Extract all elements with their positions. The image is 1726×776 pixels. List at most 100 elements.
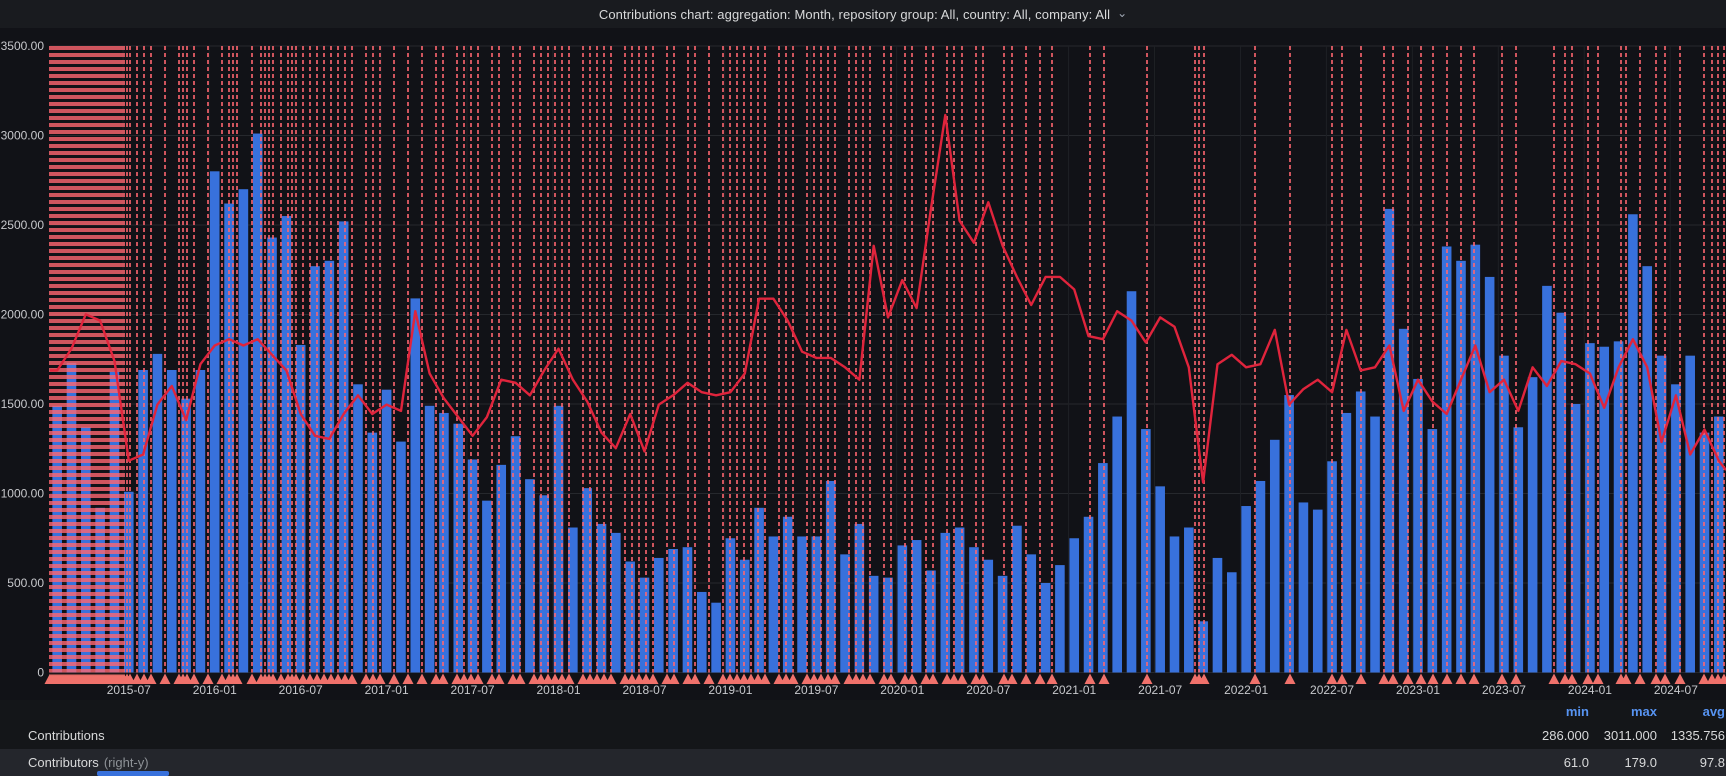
annotation-marker bbox=[689, 673, 701, 684]
bar-2024-02 bbox=[1599, 346, 1610, 673]
legend-col-min[interactable]: min bbox=[1565, 703, 1589, 719]
chart-plot-area[interactable]: 0 500.00 1000.00 1500.00 2000.00 2500.00 3000.… bbox=[0, 28, 1726, 700]
bar-2024-04 bbox=[1628, 214, 1638, 673]
svg-text:2500.00: 2500.00 bbox=[1, 218, 45, 232]
svg-text:2024-07: 2024-07 bbox=[1654, 683, 1698, 697]
annotation-marker bbox=[451, 673, 463, 684]
annotation-marker bbox=[626, 673, 638, 684]
annotation-marker bbox=[1402, 673, 1414, 684]
annotation-marker bbox=[703, 673, 715, 684]
bar-2019-05 bbox=[782, 516, 793, 673]
annotation-marker bbox=[1249, 673, 1261, 684]
contributions-avg: 1335.756 bbox=[1670, 728, 1725, 743]
annotation-marker bbox=[549, 673, 561, 684]
legend-col-max[interactable]: max bbox=[1630, 703, 1657, 719]
annotation-marker bbox=[759, 673, 771, 684]
bar-2016-10 bbox=[338, 221, 349, 673]
annotation-marker bbox=[486, 673, 498, 684]
annotation-marker bbox=[1284, 673, 1296, 684]
bar-2021-05 bbox=[1126, 291, 1137, 673]
svg-text:2019-07: 2019-07 bbox=[794, 683, 838, 697]
annotation-marker bbox=[633, 673, 645, 684]
bar-2019-06 bbox=[797, 536, 807, 673]
contributors-line[interactable] bbox=[50, 113, 1726, 484]
annotation-marker bbox=[927, 673, 939, 684]
legend-row-contributions[interactable]: Contributions 286.000 3011.000 1335.756 bbox=[0, 722, 1726, 749]
annotation-marker bbox=[528, 673, 540, 684]
bar-2020-06 bbox=[969, 547, 979, 673]
annotation-marker bbox=[437, 673, 449, 684]
bar-2021-08 bbox=[1169, 536, 1180, 673]
chart-svg[interactable]: 0 500.00 1000.00 1500.00 2000.00 2500.00 3000.… bbox=[0, 28, 1726, 700]
annotation-marker bbox=[1141, 673, 1153, 684]
annotation-marker bbox=[332, 673, 344, 684]
annotation-marker bbox=[619, 673, 631, 684]
series-label-contributions[interactable]: Contributions bbox=[28, 728, 105, 743]
svg-text:2023-01: 2023-01 bbox=[1396, 683, 1440, 697]
annotation-markers[interactable] bbox=[44, 673, 1726, 685]
bar-2017-10 bbox=[510, 436, 521, 673]
legend-col-avg[interactable]: avg bbox=[1702, 703, 1725, 719]
annotation-marker bbox=[367, 673, 379, 684]
annotation-marker bbox=[346, 673, 358, 684]
bar-2017-07 bbox=[467, 459, 478, 673]
bar-2020-03 bbox=[926, 570, 936, 673]
chevron-down-icon[interactable]: ⌄ bbox=[1117, 6, 1128, 20]
bar-2018-05 bbox=[611, 532, 621, 673]
panel-header[interactable]: Contributions chart: aggregation: Month,… bbox=[0, 0, 1726, 28]
annotation-marker bbox=[1336, 673, 1348, 684]
annotation-marker bbox=[1559, 673, 1571, 684]
bar-2024-01 bbox=[1585, 343, 1595, 673]
annotation-marker bbox=[577, 673, 589, 684]
bar-2015-07 bbox=[123, 491, 134, 673]
annotation-marker bbox=[1620, 673, 1632, 684]
bar-2020-02 bbox=[911, 540, 922, 673]
bar-2019-04 bbox=[768, 536, 779, 673]
bar-2018-09 bbox=[668, 548, 678, 673]
bar-2018-12 bbox=[711, 602, 721, 673]
annotation-marker bbox=[388, 673, 400, 684]
svg-text:2021-01: 2021-01 bbox=[1052, 683, 1096, 697]
bar-2021-06 bbox=[1141, 429, 1151, 673]
annotation-marker bbox=[297, 673, 309, 684]
series-label-contributors[interactable]: Contributors bbox=[28, 755, 99, 770]
annotation-marker bbox=[430, 673, 442, 684]
bar-2017-04 bbox=[424, 405, 435, 673]
annotation-marker bbox=[318, 673, 330, 684]
bar-2019-12 bbox=[883, 577, 893, 673]
annotation-marker bbox=[556, 673, 568, 684]
contributions-bars[interactable] bbox=[52, 133, 1724, 673]
bar-2019-11 bbox=[868, 575, 879, 673]
series-label-contributors-axis: (right-y) bbox=[103, 755, 149, 770]
bar-2015-12 bbox=[195, 369, 206, 673]
svg-text:1000.00: 1000.00 bbox=[1, 487, 45, 501]
svg-text:2017-07: 2017-07 bbox=[451, 683, 495, 697]
svg-text:500.00: 500.00 bbox=[7, 576, 44, 590]
svg-text:2016-07: 2016-07 bbox=[279, 683, 323, 697]
bar-2019-01 bbox=[725, 538, 736, 673]
contributors-max: 179.0 bbox=[1624, 755, 1657, 770]
bar-2021-02 bbox=[1083, 516, 1094, 673]
bar-2019-09 bbox=[840, 554, 850, 673]
bar-2016-06 bbox=[281, 216, 292, 673]
annotation-marker bbox=[1582, 673, 1594, 684]
annotation-marker bbox=[402, 673, 414, 684]
svg-text:3500.00: 3500.00 bbox=[1, 39, 45, 53]
legend-row-contributors[interactable]: Contributors (right-y) 61.0 179.0 97.8 bbox=[0, 749, 1726, 776]
bar-2022-06 bbox=[1312, 509, 1323, 673]
bar-2019-08 bbox=[825, 480, 836, 673]
annotation-marker bbox=[124, 673, 136, 684]
bar-2022-05 bbox=[1298, 502, 1309, 673]
horizontal-scrollbar-thumb[interactable] bbox=[97, 771, 169, 776]
bar-2015-09 bbox=[152, 353, 163, 673]
bar-2022-12 bbox=[1398, 328, 1409, 673]
annotation-marker bbox=[717, 673, 729, 684]
annotation-marker bbox=[1718, 673, 1726, 684]
annotation-marker bbox=[159, 673, 171, 684]
svg-text:2023-07: 2023-07 bbox=[1482, 683, 1526, 697]
bar-2023-05 bbox=[1470, 244, 1481, 673]
svg-text:2015-07: 2015-07 bbox=[107, 683, 151, 697]
bar-2021-10 bbox=[1198, 621, 1208, 673]
bar-2019-07 bbox=[811, 536, 822, 673]
annotation-marker bbox=[339, 673, 351, 684]
